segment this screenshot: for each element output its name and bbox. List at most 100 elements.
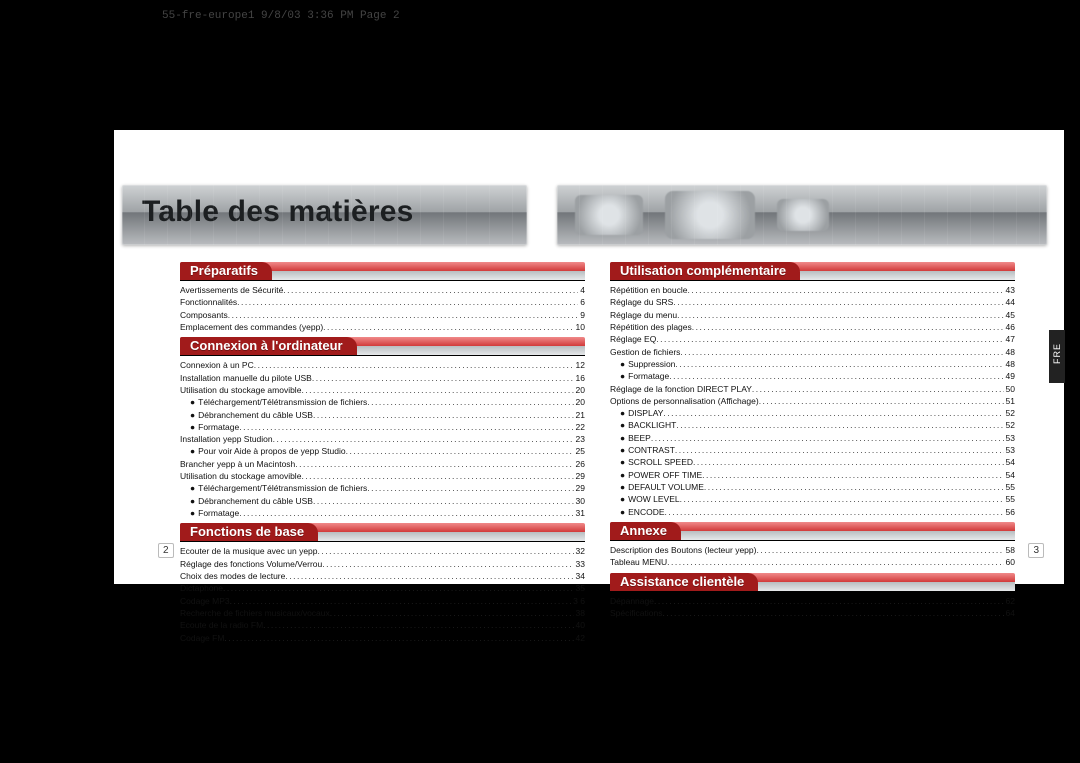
toc-page: 55 (1004, 493, 1015, 505)
toc-label: Codage MP3 (180, 595, 230, 607)
leader-dots: ........................................… (254, 359, 574, 371)
toc-entry: ●BACKLIGHT..............................… (610, 419, 1015, 431)
leader-dots: ........................................… (322, 558, 573, 570)
leader-dots: ........................................… (692, 321, 1004, 333)
bullet-icon: ● (620, 456, 625, 468)
toc-label: Choix des modes de lecture (180, 570, 285, 582)
toc-page: 32 (574, 545, 585, 557)
toc-page: 47 (1004, 333, 1015, 345)
toc-entry: Tableau MENU............................… (610, 556, 1015, 568)
toc-label: Débranchement du câble USB (198, 495, 313, 507)
toc-page: 58 (1004, 544, 1015, 556)
leader-dots: ........................................… (295, 458, 573, 470)
toc-title: Table des matières (142, 185, 414, 239)
toc-page: 9 (578, 309, 585, 321)
leader-dots: ........................................… (285, 570, 573, 582)
toc-entry: Recherche de fichiers musicaux/vocaux...… (180, 607, 585, 619)
leader-dots: ........................................… (367, 482, 573, 494)
language-tab: FRE (1049, 330, 1065, 383)
toc-label: Brancher yepp à un Macintosh (180, 458, 295, 470)
toc-page: 33 (574, 558, 585, 570)
meta-line: 55-fre-europe1 9/8/03 3:36 PM Page 2 (162, 10, 400, 22)
toc-label: Spécifications (610, 607, 662, 619)
bullet-icon: ● (190, 421, 195, 433)
toc-page: 16 (574, 372, 585, 384)
section-heading: Utilisation complémentaire (610, 262, 1015, 281)
toc-entry: Réglage EQ..............................… (610, 333, 1015, 345)
toc-list: Description des Boutons (lecteur yepp)..… (610, 544, 1015, 569)
toc-entry: Répétition des plages...................… (610, 321, 1015, 333)
section-heading: Fonctions de base (180, 523, 585, 542)
toc-entry: ●CONTRAST...............................… (610, 444, 1015, 456)
toc-page: 25 (574, 445, 585, 457)
toc-entry: ●DISPLAY................................… (610, 407, 1015, 419)
leader-dots: ........................................… (330, 607, 574, 619)
toc-label: Fonctionnalités (180, 296, 237, 308)
bullet-icon: ● (620, 358, 625, 370)
toc-entry: Codage MP3..............................… (180, 595, 585, 607)
section-heading: Assistance clientèle (610, 573, 1015, 592)
leader-dots: ........................................… (224, 632, 573, 644)
section-label: Assistance clientèle (610, 573, 758, 591)
toc-page: 48 (1004, 358, 1015, 370)
leader-dots: ........................................… (669, 370, 1003, 382)
toc-entry: ●SCROLL SPEED...........................… (610, 456, 1015, 468)
leader-dots: ........................................… (323, 321, 573, 333)
toc-page: 62 (1004, 595, 1015, 607)
toc-label: POWER OFF TIME (628, 469, 702, 481)
toc-page: 40 (574, 619, 585, 631)
leader-dots: ........................................… (680, 493, 1004, 505)
toc-entry: Options de personnalisation (Affichage).… (610, 395, 1015, 407)
toc-entry: Choix des modes de lecture..............… (180, 570, 585, 582)
toc-page: 10 (574, 321, 585, 333)
leader-dots: ........................................… (312, 372, 574, 384)
leader-dots: ........................................… (676, 419, 1003, 431)
toc-entry: Installation yepp Studion...............… (180, 433, 585, 445)
toc-entry: ●DEFAULT VOLUME.........................… (610, 481, 1015, 493)
toc-label: ENCODE (628, 506, 664, 518)
toc-page: 23 (574, 433, 585, 445)
leader-dots: ........................................… (667, 556, 1003, 568)
toc-label: Tableau MENU (610, 556, 667, 568)
toc-entry: Ecouter de la musique avec un yepp......… (180, 545, 585, 557)
leader-dots: ........................................… (693, 456, 1004, 468)
leader-dots: ........................................… (677, 309, 1003, 321)
toc-entry: Gestion de fichiers.....................… (610, 346, 1015, 358)
leader-dots: ........................................… (662, 607, 1003, 619)
section-label: Utilisation complémentaire (610, 262, 800, 280)
leader-dots: ........................................… (283, 284, 578, 296)
toc-entry: ●ENCODE.................................… (610, 506, 1015, 518)
toc-label: SCROLL SPEED (628, 456, 693, 468)
toc-entry: ●Formatage..............................… (180, 421, 585, 433)
toc-label: Répétition des plages (610, 321, 692, 333)
toc-entry: Brancher yepp à un Macintosh............… (180, 458, 585, 470)
toc-entry: Installation manuelle du pilote USB.....… (180, 372, 585, 384)
toc-entry: Fonctionnalités.........................… (180, 296, 585, 308)
toc-page: 55 (1004, 481, 1015, 493)
toc-entry: Avertissements de Sécurité..............… (180, 284, 585, 296)
page-number-right: 3 (1028, 543, 1044, 558)
leader-dots: ........................................… (688, 284, 1004, 296)
toc-page: 12 (574, 359, 585, 371)
bullet-icon: ● (190, 445, 195, 457)
toc-label: Installation yepp Studion (180, 433, 273, 445)
title-banner-right (557, 185, 1047, 245)
section-label: Connexion à l'ordinateur (180, 337, 357, 355)
section-label: Préparatifs (180, 262, 272, 280)
toc-label: BACKLIGHT (628, 419, 676, 431)
toc-entry: Réglage du menu.........................… (610, 309, 1015, 321)
bullet-icon: ● (190, 495, 195, 507)
toc-label: DISPLAY (628, 407, 663, 419)
leader-dots: ........................................… (273, 433, 574, 445)
toc-page: 3 6 (571, 595, 585, 607)
toc-page: 53 (1004, 444, 1015, 456)
toc-column-left: Préparatifs Avertissements de Sécurité...… (180, 258, 585, 644)
toc-page: 43 (1004, 284, 1015, 296)
toc-page: 44 (1004, 296, 1015, 308)
toc-label: Réglage de la fonction DIRECT PLAY (610, 383, 752, 395)
toc-page: 6 (578, 296, 585, 308)
leader-dots: ........................................… (702, 469, 1003, 481)
toc-page: 46 (1004, 321, 1015, 333)
toc-entry: ●BEEP...................................… (610, 432, 1015, 444)
toc-page: 42 (574, 632, 585, 644)
